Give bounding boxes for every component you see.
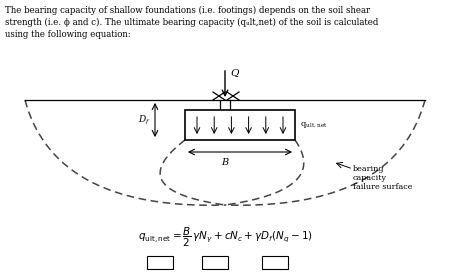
Bar: [202, 255, 228, 268]
Text: $q_{\rm ult,net} = \dfrac{B}{2}\,\gamma N_\gamma + cN_c + \gamma D_f(N_q - 1)$: $q_{\rm ult,net} = \dfrac{B}{2}\,\gamma …: [138, 226, 312, 249]
Text: strength (i.e. ϕ and c). The ultimate bearing capacity (qᵤlt,net) of the soil is: strength (i.e. ϕ and c). The ultimate be…: [5, 18, 378, 27]
Text: iii: iii: [271, 258, 279, 267]
Text: D$_{\mathregular{f}}$: D$_{\mathregular{f}}$: [138, 113, 151, 126]
Text: using the following equation:: using the following equation:: [5, 30, 130, 39]
Text: B: B: [221, 158, 229, 167]
Bar: [147, 255, 173, 268]
Text: bearing
capacity
failure surface: bearing capacity failure surface: [353, 165, 413, 191]
Text: The bearing capacity of shallow foundations (i.e. footings) depends on the soil : The bearing capacity of shallow foundati…: [5, 6, 370, 15]
Bar: [262, 255, 288, 268]
Text: Q: Q: [230, 68, 239, 77]
Text: ii: ii: [212, 258, 218, 267]
Bar: [185, 110, 295, 140]
Text: q$_{\mathregular{ult,net}}$: q$_{\mathregular{ult,net}}$: [300, 120, 328, 130]
Text: i: i: [158, 258, 162, 267]
